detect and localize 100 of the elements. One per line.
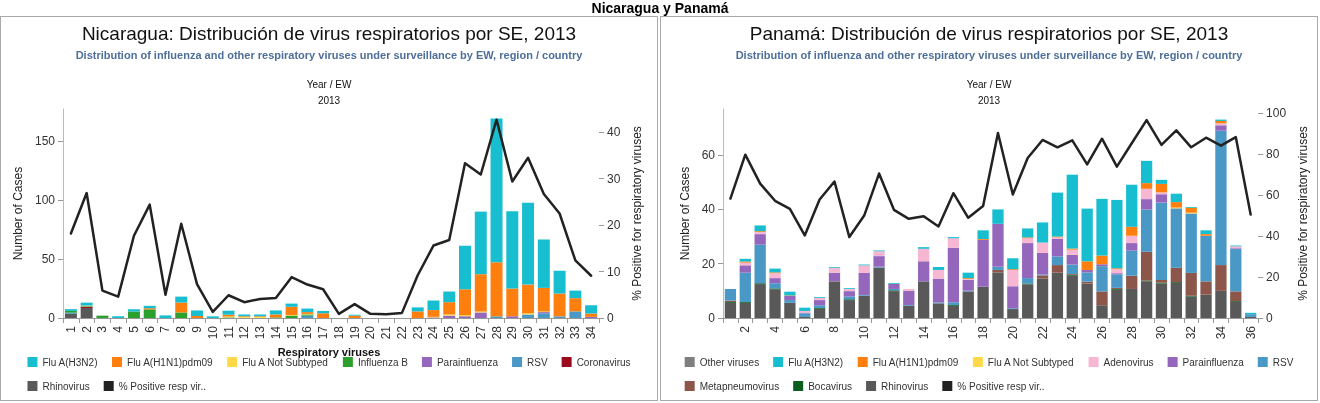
x-tick-label: 17 bbox=[316, 325, 331, 340]
legend-label: Flu A(H1N1)pdm09 bbox=[127, 356, 214, 368]
x-tick-label: 15 bbox=[284, 325, 299, 340]
x-tick-label: 9 bbox=[190, 325, 204, 333]
x-tick-label: 18 bbox=[976, 325, 991, 340]
legend-label: Flu A Not Subtyped bbox=[987, 356, 1074, 368]
legend-title: Respiratory viruses bbox=[277, 345, 381, 358]
y2-tick-label: 40 bbox=[1266, 229, 1280, 244]
x-tick-label: 31 bbox=[536, 325, 551, 340]
y-tick-label: 50 bbox=[41, 251, 56, 266]
x-tick-label: 25 bbox=[442, 325, 457, 340]
x-tick-label: 2 bbox=[738, 325, 753, 333]
x-tick-label: 8 bbox=[174, 325, 189, 333]
x-tick-label: 28 bbox=[489, 325, 504, 340]
legend-label: Flu A(H3N2) bbox=[42, 356, 98, 368]
x-tick-label: 26 bbox=[458, 325, 472, 340]
legend-label: RSV bbox=[527, 356, 548, 368]
legend-label: % Positive resp vir.. bbox=[957, 380, 1045, 392]
x-tick-label: 7 bbox=[158, 325, 173, 333]
y2-tick-label: 0 bbox=[1266, 311, 1274, 325]
y2-axis-title: % Positive for respiratory viruses bbox=[630, 126, 645, 301]
x-tick-label: 32 bbox=[1184, 325, 1199, 340]
x-tick-label: 36 bbox=[1243, 325, 1258, 340]
x-tick-label: 33 bbox=[568, 325, 583, 340]
x-tick-label: 16 bbox=[300, 325, 315, 340]
legend-label: Parainfluenza bbox=[436, 356, 499, 368]
y2-tick-label: 0 bbox=[607, 311, 614, 325]
y-axis-title: Number of Cases bbox=[11, 166, 26, 261]
x-tick-label: 12 bbox=[886, 325, 901, 340]
legend-label: Other viruses bbox=[699, 356, 760, 368]
legend-label: Rhinovirus bbox=[881, 380, 929, 392]
x-tick-label: 21 bbox=[379, 325, 394, 340]
x-tick-label: 24 bbox=[426, 325, 441, 340]
x-tick-label: 27 bbox=[473, 325, 488, 340]
y2-tick-label: 10 bbox=[607, 264, 621, 279]
x-tick-label: 28 bbox=[1124, 325, 1139, 340]
x-tick-label: 29 bbox=[505, 325, 520, 340]
y-tick-label: 60 bbox=[701, 148, 716, 163]
x-tick-label: 20 bbox=[1005, 325, 1020, 340]
x-tick-label: 23 bbox=[410, 325, 425, 340]
legend-label: Flu A(H1N1)pdm09 bbox=[872, 356, 959, 368]
y-tick-label: 0 bbox=[48, 311, 56, 325]
x-tick-label: 24 bbox=[1065, 325, 1080, 340]
y-tick-label: 20 bbox=[701, 256, 716, 271]
y2-tick-label: 20 bbox=[607, 218, 621, 233]
x-tick-label: 6 bbox=[797, 325, 812, 333]
x-tick-label: 3 bbox=[95, 325, 110, 333]
legend-label: Flu A Not Subtyped bbox=[242, 356, 328, 368]
x-tick-label: 11 bbox=[221, 325, 236, 339]
x-tick-label: 14 bbox=[916, 325, 931, 340]
y2-tick-label: 100 bbox=[1266, 106, 1287, 121]
x-axis-title: Year / EW bbox=[306, 78, 352, 90]
text: 2013 bbox=[977, 94, 1001, 106]
x-tick-label: 5 bbox=[126, 325, 141, 333]
x-tick-label: 2 bbox=[79, 325, 94, 333]
legend-label: Rhinovirus bbox=[42, 380, 90, 392]
x-tick-label: 12 bbox=[237, 325, 252, 340]
x-tick-label: 32 bbox=[552, 325, 567, 340]
x-axis-title: Year / EW bbox=[966, 78, 1012, 90]
legend-label: Influenza B bbox=[357, 356, 409, 368]
x-tick-label: 4 bbox=[111, 325, 126, 333]
x-tick-label: 13 bbox=[253, 325, 268, 340]
y2-tick-label: 20 bbox=[1266, 270, 1280, 285]
x-tick-label: 18 bbox=[331, 325, 346, 340]
x-tick-label: 10 bbox=[205, 325, 220, 340]
x-tick-label: 20 bbox=[363, 325, 378, 340]
x-tick-label: 30 bbox=[521, 325, 536, 340]
x-tick-label: 22 bbox=[1035, 325, 1050, 340]
y2-tick-label: 80 bbox=[1266, 147, 1280, 162]
legend-label: Adenovirus bbox=[1103, 356, 1154, 368]
y2-tick-label: 60 bbox=[1266, 188, 1280, 203]
x-tick-label: 1 bbox=[63, 325, 78, 333]
x-tick-label: 6 bbox=[142, 325, 157, 333]
y2-tick-label: 30 bbox=[607, 171, 621, 186]
y-tick-label: 150 bbox=[34, 133, 56, 148]
y-axis-title: Number of Cases bbox=[677, 166, 692, 261]
x-tick-label: 19 bbox=[347, 325, 362, 340]
y-tick-label: 0 bbox=[708, 311, 716, 325]
x-tick-label: 4 bbox=[768, 325, 783, 333]
y-tick-label: 40 bbox=[701, 202, 716, 217]
legend-label: Bocavirus bbox=[808, 380, 853, 392]
x-tick-label: 8 bbox=[827, 325, 842, 333]
y2-axis-title: % Positive for respiratory viruses bbox=[1296, 126, 1310, 301]
x-tick-label: 30 bbox=[1154, 325, 1169, 340]
legend-label: Flu A(H3N2) bbox=[788, 356, 844, 368]
x-tick-label: 10 bbox=[857, 325, 872, 340]
x-tick-label: 22 bbox=[394, 325, 409, 340]
legend-label: Coronavirus bbox=[576, 356, 631, 368]
text: Nicaragua y Panamá bbox=[590, 0, 730, 16]
text: 2013 bbox=[317, 94, 341, 106]
x-tick-label: 34 bbox=[1213, 325, 1228, 340]
x-tick-label: 16 bbox=[946, 325, 961, 340]
legend-label: Metapneumovirus bbox=[699, 380, 780, 392]
chart-title: Nicaragua: Distribución de virus respiratorios por SE, 2013 bbox=[81, 23, 577, 44]
chart-subtitle: Distribution of influenza and other respiratory viruses under surveillance by EW, region / country bbox=[735, 48, 1244, 61]
y2-tick-label: 40 bbox=[607, 125, 621, 140]
chart-subtitle: Distribution of influenza and other respiratory viruses under surveillance by EW, region / country bbox=[75, 48, 584, 61]
legend-label: RSV bbox=[1272, 356, 1294, 368]
x-tick-label: 34 bbox=[584, 325, 599, 340]
legend-label: Parainfluenza bbox=[1182, 356, 1245, 368]
